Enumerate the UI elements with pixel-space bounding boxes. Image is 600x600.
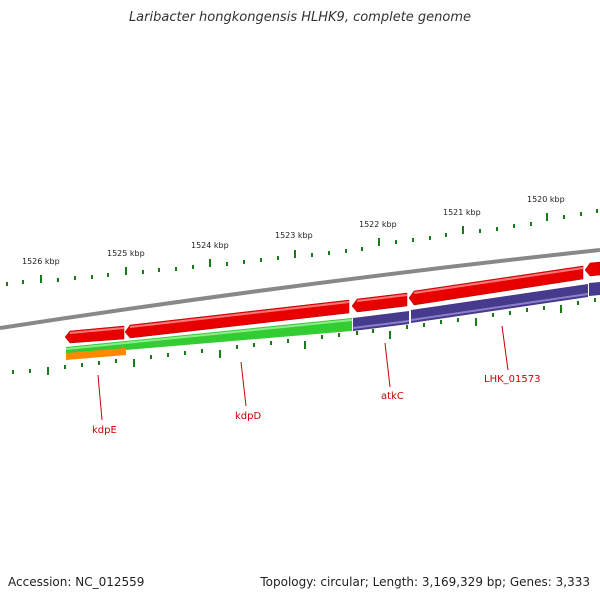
cog-orange-bar — [66, 348, 126, 360]
tick-label-1520: 1520 kbp — [527, 195, 565, 204]
tick-label-1525: 1525 kbp — [107, 249, 145, 258]
label-leaders — [97, 325, 509, 421]
accession-text: Accession: NC_012559 — [8, 575, 145, 589]
cds-track — [64, 261, 600, 344]
tick-label-1522: 1522 kbp — [359, 220, 397, 229]
cds-atkC — [351, 292, 408, 313]
tick-label-1521: 1521 kbp — [443, 208, 481, 217]
gene-label-atkC: atkC — [381, 391, 404, 402]
tick-label-1524: 1524 kbp — [191, 241, 229, 250]
gene-label-kdpE: kdpE — [92, 425, 117, 436]
genome-backbone — [0, 248, 600, 330]
tick-label-1523: 1523 kbp — [275, 231, 313, 240]
map-title: Laribacter hongkongensis HLHK9, complete… — [128, 10, 472, 25]
cog-track — [65, 282, 600, 360]
gene-label-kdpD: kdpD — [235, 411, 261, 422]
tick-label-1526: 1526 kbp — [22, 257, 60, 266]
cds-kdpD — [124, 299, 350, 339]
outer-ruler: 1526 kbp 1525 kbp 1524 kbp 1523 kbp 1522… — [6, 195, 598, 286]
cds-next — [584, 261, 600, 277]
inner-ruler — [12, 298, 596, 375]
gene-label-LHK_01573: LHK_01573 — [484, 374, 540, 385]
cog-purple-bar-3 — [589, 282, 600, 296]
cog-purple-bar-1 — [353, 311, 409, 331]
genome-summary-text: Topology: circular; Length: 3,169,329 bp… — [260, 575, 590, 589]
cds-LHK_01573 — [408, 265, 584, 306]
